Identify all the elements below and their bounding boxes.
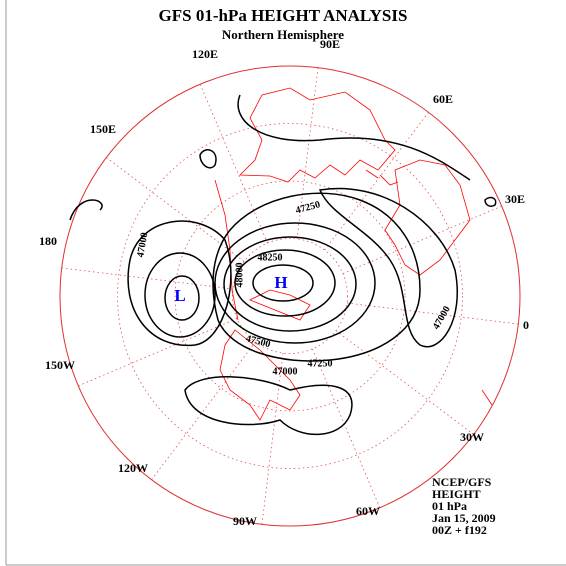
coast-europe [384,159,471,276]
pressure-center: L [174,286,185,305]
contour [223,236,357,332]
contour [212,192,421,362]
longitude-label: 120E [192,47,218,61]
meridian [324,112,429,251]
contour [184,376,353,436]
contour [318,187,458,348]
longitude-label: 30W [460,430,484,444]
meridian [347,302,519,325]
coast-america [219,329,301,421]
outer-circle [59,65,521,527]
longitude-label: 60E [433,92,453,106]
longitude-label: 90W [233,514,257,528]
longitude-label: 90E [320,37,340,51]
subtitle: Northern Hemisphere [222,27,344,42]
contour [252,264,314,302]
coast-pacific [214,179,239,321]
contour [127,220,232,347]
meridian [151,341,256,480]
contour-label: 47250 [308,358,333,369]
contour-label: 47250 [294,199,321,216]
meridian [312,348,381,508]
info-line: 01 hPa [432,499,467,513]
meridian [296,67,319,239]
longitude-label: 120W [118,461,148,475]
longitude-label: 180 [39,234,57,248]
latitude-circle [232,238,348,354]
contour-label: 48000 [234,263,245,288]
coastlines [214,87,493,421]
graticule [59,65,521,527]
contour-label: 47000 [135,232,150,259]
contour [214,222,376,344]
contour-label: 47000 [273,366,298,377]
latitude-circle [174,180,406,412]
meridian [342,205,502,274]
info-line: Jan 15, 2009 [432,511,496,525]
longitude-label: 60W [356,504,380,518]
title: GFS 01-hPa HEIGHT ANALYSIS [159,6,408,25]
contour-label: 48250 [258,252,283,263]
meridian [106,157,245,262]
longitude-label: 30E [505,192,525,206]
info-line: HEIGHT [432,487,481,501]
coast-asia [239,87,396,183]
coast-islands [365,169,493,406]
pressure-center: H [274,273,287,292]
meridian [199,84,268,244]
labels: 90E 60E 30E 0 30W 60W 90W 120W 150W 180 150E 120E 47… [39,37,529,537]
longitude-label: 150W [45,358,75,372]
contour [164,275,200,321]
longitude-label: 0 [523,318,529,332]
coast-greenland [249,289,311,321]
meridian [335,330,474,435]
meridian [261,353,284,525]
latitude-circle [117,123,463,469]
contours [69,94,497,436]
meridian [78,318,238,387]
info-line: NCEP/GFS [432,475,492,489]
contour-label: 47500 [245,333,272,350]
contour [69,94,471,221]
contour [144,252,216,338]
contour [484,196,497,207]
contour [199,149,217,169]
info-line: 00Z + f192 [432,523,487,537]
longitude-label: 150E [90,122,116,136]
contour [234,249,336,317]
